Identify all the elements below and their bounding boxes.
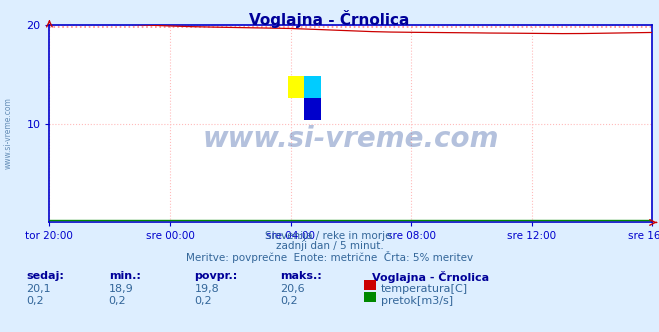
Bar (287, 76, 304, 98)
Text: Voglajna - Črnolica: Voglajna - Črnolica (372, 271, 490, 283)
Text: pretok[m3/s]: pretok[m3/s] (381, 296, 453, 306)
Text: Slovenija / reke in morje.: Slovenija / reke in morje. (264, 231, 395, 241)
Text: povpr.:: povpr.: (194, 271, 238, 281)
Text: 0,2: 0,2 (26, 296, 44, 306)
Text: 19,8: 19,8 (194, 284, 219, 294)
Text: 0,2: 0,2 (109, 296, 127, 306)
Bar (304, 98, 322, 120)
Text: Voglajna - Črnolica: Voglajna - Črnolica (249, 10, 410, 28)
Text: 18,9: 18,9 (109, 284, 134, 294)
Text: 20,1: 20,1 (26, 284, 51, 294)
Text: maks.:: maks.: (280, 271, 322, 281)
Text: www.si-vreme.com: www.si-vreme.com (203, 125, 499, 153)
Text: min.:: min.: (109, 271, 140, 281)
Text: www.si-vreme.com: www.si-vreme.com (4, 97, 13, 169)
Text: Meritve: povprečne  Enote: metrične  Črta: 5% meritev: Meritve: povprečne Enote: metrične Črta:… (186, 251, 473, 263)
Text: 0,2: 0,2 (194, 296, 212, 306)
Text: sedaj:: sedaj: (26, 271, 64, 281)
Text: temperatura[C]: temperatura[C] (381, 284, 468, 294)
Bar (304, 76, 322, 98)
Text: 0,2: 0,2 (280, 296, 298, 306)
Text: zadnji dan / 5 minut.: zadnji dan / 5 minut. (275, 241, 384, 251)
Text: 20,6: 20,6 (280, 284, 304, 294)
